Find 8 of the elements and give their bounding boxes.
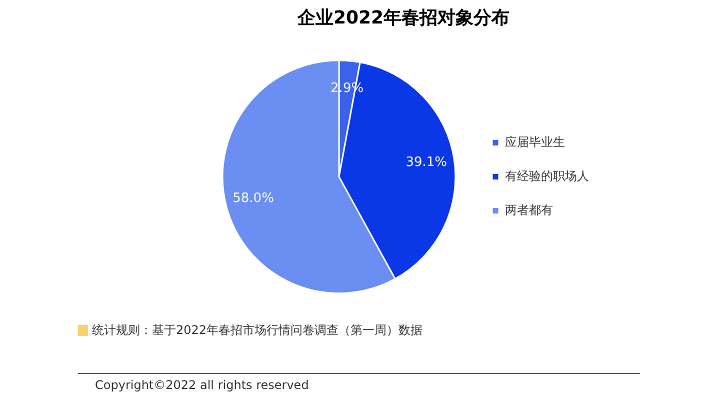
legend-label: 有经验的职场人 [505,168,589,183]
legend-label: 应届毕业生 [505,134,565,149]
text: Copyright©2022 all rights reserved [95,378,309,393]
chart-title: 企业2022年春招对象分布 [296,7,510,28]
legend-label: 两者都有 [505,202,553,217]
text: 统计规则：基于2022年春招市场行情问卷调查（第一周）数据 [92,322,423,339]
data-label: 58.0% [232,191,274,206]
data-label: 39.1% [406,155,448,170]
